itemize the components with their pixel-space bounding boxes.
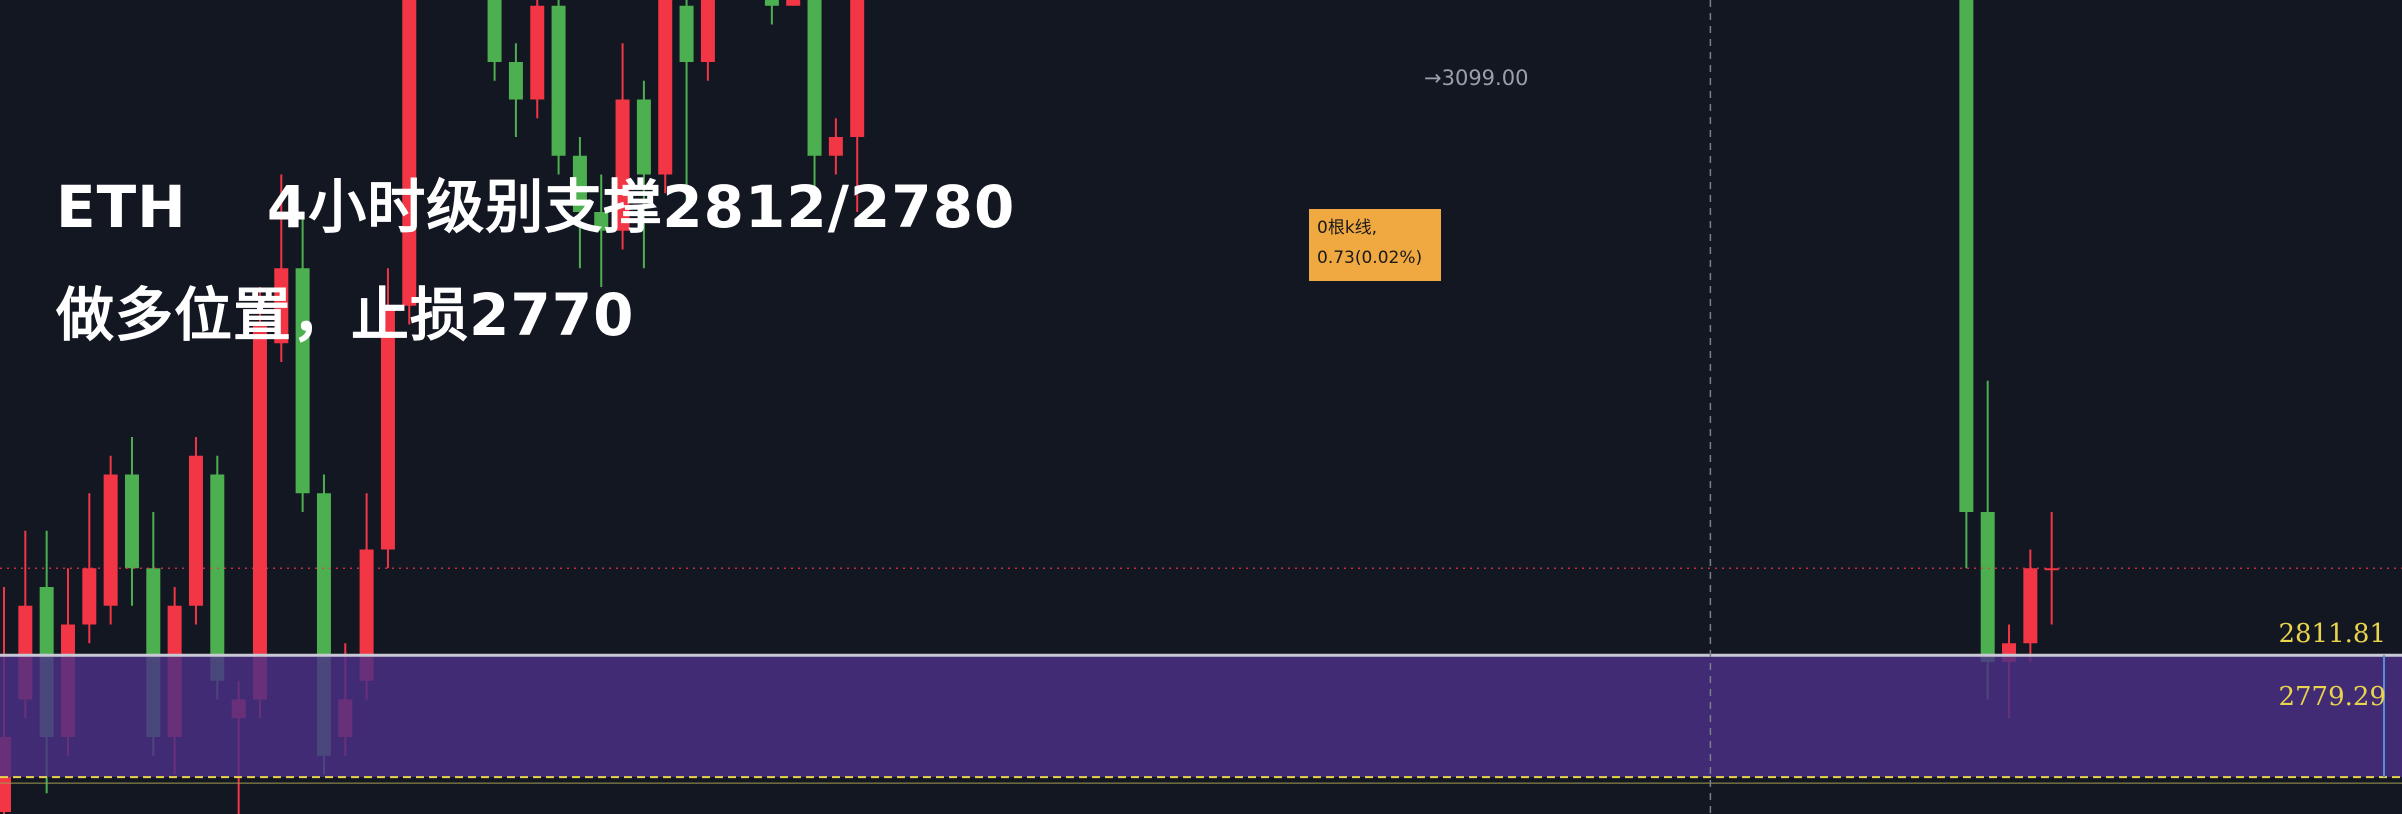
high-price-marker: →3099.00: [1424, 66, 1529, 90]
candle-body: [850, 0, 865, 137]
headline-title: ETH 4小时级别支撑2812/2780: [56, 173, 1016, 241]
candle-body: [807, 0, 822, 156]
headline-subtitle: 做多位置，止损2770: [56, 281, 635, 349]
candle-body: [679, 5, 694, 62]
candle-body: [210, 474, 225, 681]
candle-body: [508, 62, 523, 100]
candle-body: [700, 0, 715, 62]
candle-body: [295, 268, 310, 494]
candle-body: [359, 549, 374, 681]
candle-body: [188, 455, 203, 606]
candle-body: [402, 0, 417, 306]
candle-body: [658, 0, 673, 175]
candle-body: [636, 99, 651, 175]
candle-body: [530, 5, 545, 100]
candle-body: [2023, 568, 2038, 644]
candle-body: [615, 99, 630, 231]
tooltip-change: 0.73(0.02%): [1317, 248, 1423, 268]
candle-body: [103, 474, 118, 606]
measure-tooltip: 0根k线, 0.73(0.02%): [1309, 209, 1441, 281]
candle-body: [786, 0, 801, 6]
candle-body: [551, 5, 566, 156]
candle-body: [274, 268, 289, 344]
lower-level-label: 2779.29: [2278, 682, 2386, 712]
candle-body: [1980, 512, 1995, 662]
candle-body: [252, 324, 267, 700]
candle-body: [487, 0, 502, 62]
candle-body: [1959, 0, 1974, 512]
tooltip-bar-count: 0根k线,: [1317, 218, 1378, 238]
upper-level-label: 2811.81: [2278, 619, 2386, 649]
candle-body: [594, 212, 609, 231]
candle-body: [82, 568, 97, 625]
candle-body: [764, 0, 779, 6]
support-zone: [0, 655, 2402, 778]
candle-body: [124, 474, 139, 569]
candle-body: [572, 155, 587, 212]
candle-body: [2044, 568, 2059, 571]
candle-body: [828, 137, 843, 156]
candle-body: [380, 305, 395, 550]
